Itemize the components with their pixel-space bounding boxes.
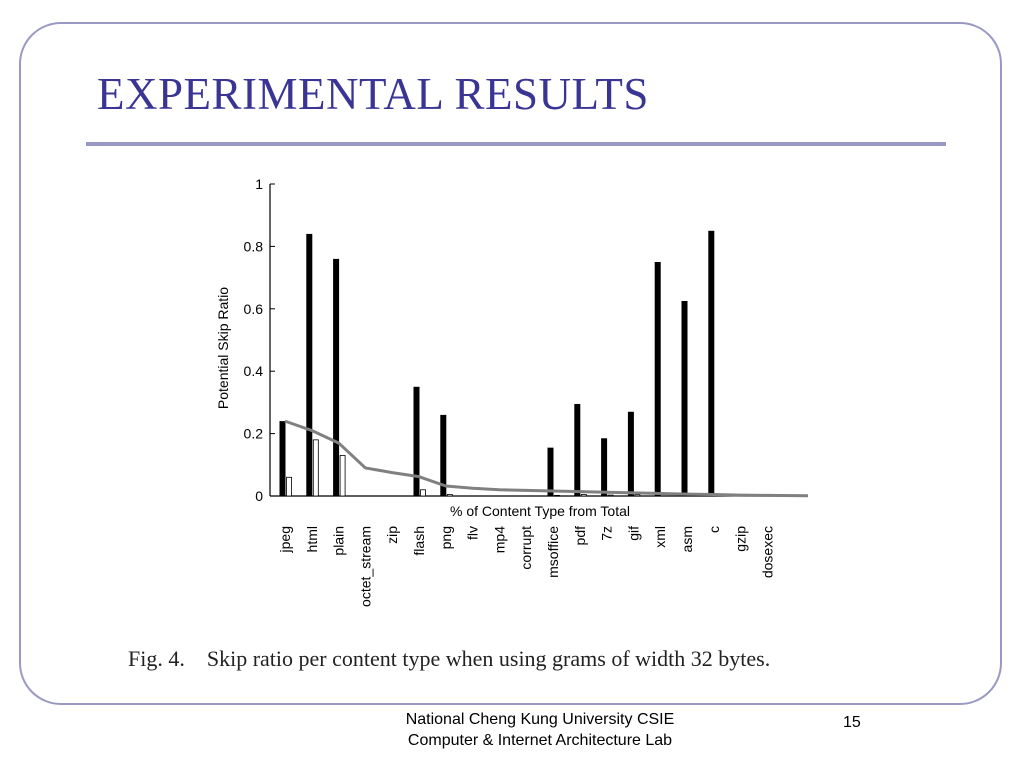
- y-axis-label: Potential Skip Ratio: [215, 287, 231, 409]
- y-tick-label-2: 0.4: [244, 363, 264, 379]
- y-tick-label-5: 1: [255, 176, 263, 192]
- y-tick-label-1: 0.2: [244, 426, 264, 442]
- x-tick-label-dosexec: dosexec: [759, 526, 775, 578]
- bar-solid-png: [440, 414, 447, 496]
- bar-outline-msoffice: [554, 494, 560, 497]
- x-tick-label-plain: plain: [331, 526, 347, 556]
- x-tick-label-mp4: mp4: [491, 526, 507, 553]
- bar-solid-flash: [413, 386, 420, 496]
- title-divider: [86, 142, 946, 146]
- x-tick-label-flash: flash: [411, 526, 427, 556]
- bar-outline-jpeg: [286, 476, 292, 497]
- x-tick-label-jpeg: jpeg: [277, 526, 293, 553]
- x-tick-label-7z: 7z: [599, 526, 615, 541]
- bar-solid-gif: [627, 411, 634, 496]
- bar-solid-7z: [601, 438, 608, 496]
- x-tick-label-corrupt: corrupt: [518, 526, 534, 570]
- bar-solid-c: [708, 230, 715, 497]
- bar-outline-plain: [339, 455, 346, 497]
- x-tick-label-msoffice: msoffice: [545, 526, 561, 578]
- footer-line-1: National Cheng Kung University CSIE: [405, 711, 675, 728]
- line-series: [284, 419, 809, 498]
- bar-solid-pdf: [574, 403, 581, 496]
- bar-solid-xml: [654, 262, 661, 496]
- x-tick-label-gif: gif: [625, 526, 641, 541]
- x-tick-label-gzip: gzip: [733, 526, 749, 552]
- slide-frame: [19, 22, 1002, 705]
- x-tick-label-flv: flv: [465, 526, 481, 540]
- bar-outline-7z: [607, 494, 614, 497]
- x-tick-label-pdf: pdf: [572, 526, 588, 546]
- y-tick-label-0: 0: [255, 488, 263, 504]
- x-tick-label-html: html: [304, 526, 320, 552]
- bar-outline-flash: [420, 489, 426, 497]
- bar-outline-html: [312, 439, 319, 497]
- footer-line-2: Computer & Internet Architecture Lab: [407, 732, 673, 749]
- bar-outline-png: [446, 494, 453, 497]
- bar-solid-msoffice: [547, 447, 554, 496]
- x-tick-label-zip: zip: [384, 526, 400, 544]
- x-tick-label-octet_stream: octet_stream: [357, 526, 373, 607]
- y-tick-label-4: 0.8: [244, 238, 264, 254]
- bar-outline-pdf: [580, 494, 587, 497]
- page-number: 15: [843, 714, 861, 731]
- x-tick-label-asm: asm: [679, 526, 695, 552]
- x-tick-label-c: c: [706, 526, 722, 533]
- x-axis-label: % of Content Type from Total: [450, 503, 630, 519]
- x-tick-label-png: png: [438, 526, 454, 549]
- slide-title: EXPERIMENTAL RESULTS: [97, 69, 649, 119]
- x-tick-label-xml: xml: [652, 526, 668, 548]
- bar-solid-jpeg: [279, 421, 286, 496]
- bar-outline-gif: [634, 494, 641, 497]
- bar-solid-html: [306, 233, 313, 497]
- y-tick-label-3: 0.6: [244, 301, 264, 317]
- figure-caption: Fig. 4. Skip ratio per content type when…: [128, 646, 771, 671]
- bar-solid-plain: [333, 258, 340, 496]
- bar-solid-asm: [681, 301, 688, 496]
- skip-ratio-chart: 0 0.2 0.4 0.6 0.8 1 Potential Skip Ratio % of C…: [215, 176, 809, 607]
- footer-organization: National Cheng Kung University CSIE Comp…: [340, 709, 740, 751]
